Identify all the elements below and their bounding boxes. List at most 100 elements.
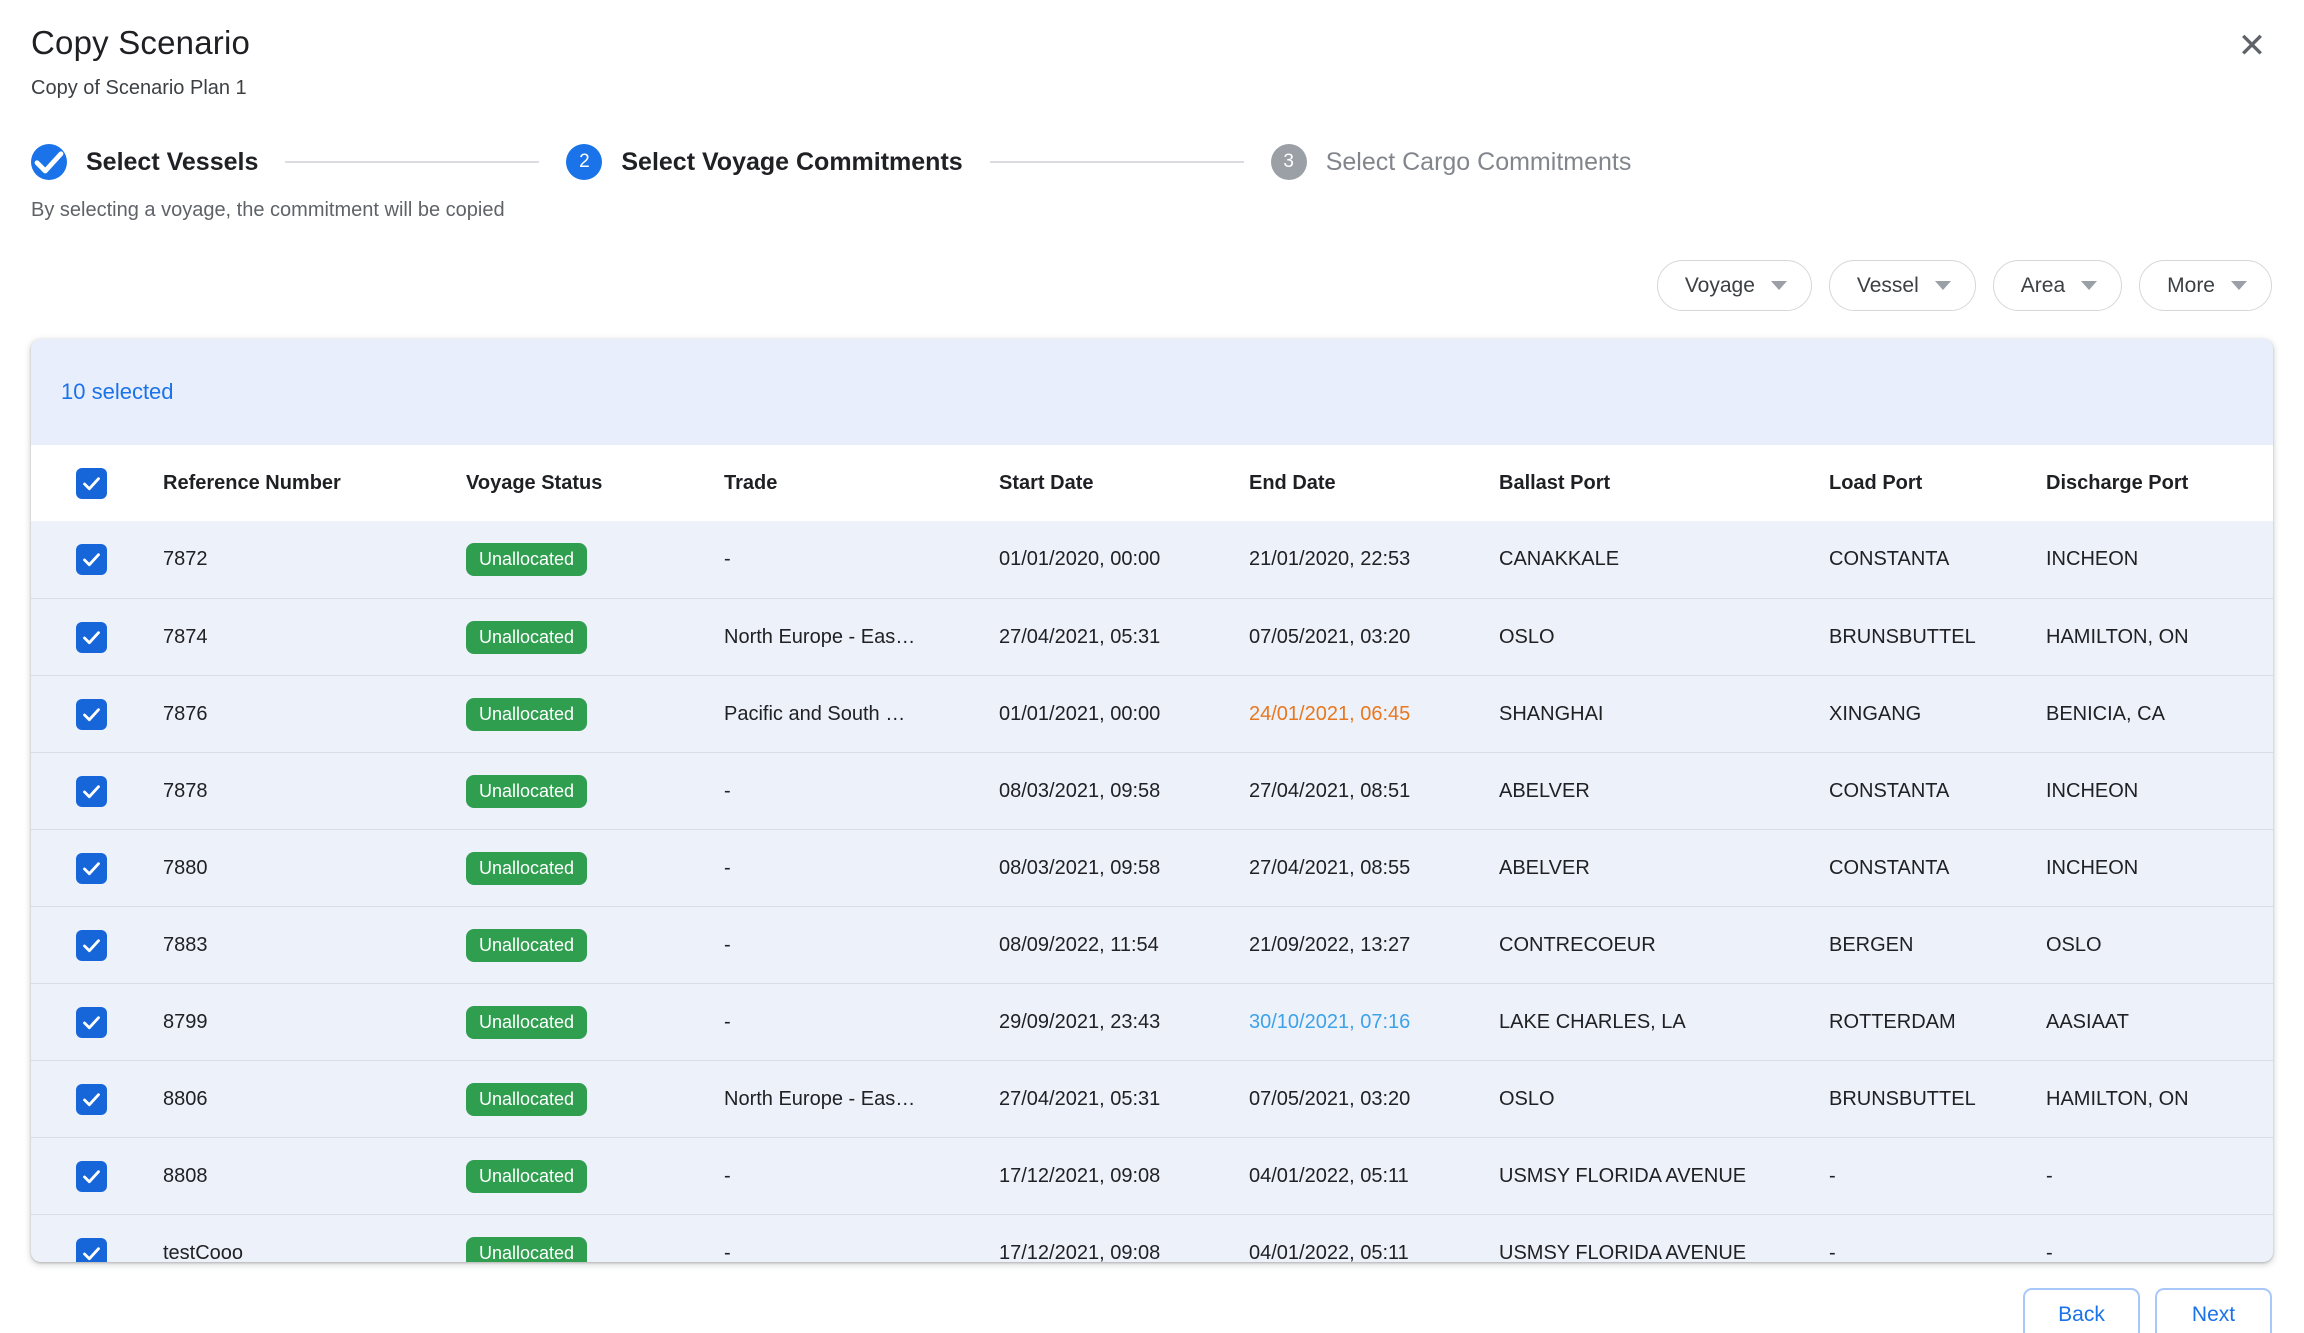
end-cell: 30/10/2021, 07:16 (1249, 1011, 1499, 1034)
next-button[interactable]: Next (2155, 1288, 2272, 1333)
select-all-checkbox[interactable] (76, 468, 107, 499)
filter-label: More (2167, 274, 2215, 298)
load-cell: XINGANG (1829, 703, 2046, 726)
column-header: Load Port (1829, 472, 2046, 495)
table-header-row: Reference NumberVoyage StatusTradeStart … (31, 445, 2273, 521)
row-checkbox[interactable] (76, 1161, 107, 1192)
page-subtitle: Copy of Scenario Plan 1 (31, 77, 2272, 100)
ballast-cell: ABELVER (1499, 857, 1829, 880)
row-checkbox-cell (31, 1161, 163, 1192)
column-header: Reference Number (163, 472, 466, 495)
row-checkbox[interactable] (76, 544, 107, 575)
check-icon (31, 144, 67, 180)
discharge-cell: HAMILTON, ON (2046, 626, 2273, 649)
reference-cell: 7876 (163, 703, 466, 726)
selected-count: 10 selected (61, 379, 174, 405)
discharge-cell: INCHEON (2046, 780, 2273, 803)
discharge-cell: HAMILTON, ON (2046, 1088, 2273, 1111)
discharge-cell: AASIAAT (2046, 1011, 2273, 1034)
trade-cell: - (724, 780, 999, 803)
row-checkbox-cell (31, 699, 163, 730)
column-header: Discharge Port (2046, 472, 2273, 495)
row-checkbox[interactable] (76, 699, 107, 730)
filter-voyage-button[interactable]: Voyage (1657, 260, 1812, 311)
status-cell: Unallocated (466, 775, 724, 808)
end-cell: 24/01/2021, 06:45 (1249, 703, 1499, 726)
trade-cell: - (724, 548, 999, 571)
filter-vessel-button[interactable]: Vessel (1829, 260, 1976, 311)
load-cell: CONSTANTA (1829, 857, 2046, 880)
status-badge: Unallocated (466, 1237, 587, 1263)
step-select-voyage-commitments[interactable]: 2 Select Voyage Commitments (566, 144, 962, 180)
reference-cell: 7874 (163, 626, 466, 649)
status-badge: Unallocated (466, 852, 587, 885)
end-cell: 04/01/2022, 05:11 (1249, 1165, 1499, 1188)
step-number-circle: 2 (566, 144, 602, 180)
table-row: 7874UnallocatedNorth Europe - Eas…27/04/… (31, 598, 2273, 675)
end-cell: 04/01/2022, 05:11 (1249, 1242, 1499, 1263)
row-checkbox[interactable] (76, 1007, 107, 1038)
reference-cell: 7880 (163, 857, 466, 880)
row-checkbox-cell (31, 544, 163, 575)
back-button[interactable]: Back (2023, 1288, 2140, 1333)
start-cell: 27/04/2021, 05:31 (999, 626, 1249, 649)
end-cell: 21/09/2022, 13:27 (1249, 934, 1499, 957)
reference-cell: 8808 (163, 1165, 466, 1188)
row-checkbox[interactable] (76, 930, 107, 961)
ballast-cell: OSLO (1499, 626, 1829, 649)
table-row: 7883Unallocated-08/09/2022, 11:5421/09/2… (31, 906, 2273, 983)
start-cell: 17/12/2021, 09:08 (999, 1165, 1249, 1188)
stepper: Select Vessels 2 Select Voyage Commitments… (31, 144, 2273, 180)
row-checkbox[interactable] (76, 622, 107, 653)
table-row: 8808Unallocated-17/12/2021, 09:0804/01/2… (31, 1137, 2273, 1214)
row-checkbox[interactable] (76, 853, 107, 884)
ballast-cell: ABELVER (1499, 780, 1829, 803)
chevron-down-icon (2081, 281, 2097, 290)
reference-cell: 7878 (163, 780, 466, 803)
status-badge: Unallocated (466, 621, 587, 654)
row-checkbox-cell (31, 930, 163, 961)
dialog-header: Copy Scenario Copy of Scenario Plan 1 ✕ (0, 0, 2304, 100)
load-cell: BERGEN (1829, 934, 2046, 957)
row-checkbox[interactable] (76, 1084, 107, 1115)
start-cell: 01/01/2021, 00:00 (999, 703, 1249, 726)
discharge-cell: - (2046, 1165, 2273, 1188)
table-row: testCoooUnallocated-17/12/2021, 09:0804/… (31, 1214, 2273, 1262)
filter-area-button[interactable]: Area (1993, 260, 2122, 311)
start-cell: 01/01/2020, 00:00 (999, 548, 1249, 571)
close-button[interactable]: ✕ (2228, 22, 2276, 70)
check-icon (81, 1089, 102, 1110)
row-checkbox[interactable] (76, 1238, 107, 1263)
step-select-cargo-commitments[interactable]: 3Select Cargo Commitments (1271, 144, 1632, 180)
table-row: 7876UnallocatedPacific and South …01/01/… (31, 675, 2273, 752)
load-cell: BRUNSBUTTEL (1829, 1088, 2046, 1111)
filter-label: Area (2021, 274, 2065, 298)
check-icon (81, 781, 102, 802)
filter-label: Voyage (1685, 274, 1755, 298)
row-checkbox[interactable] (76, 776, 107, 807)
step-select-vessels[interactable]: Select Vessels (31, 144, 258, 180)
reference-cell: 7872 (163, 548, 466, 571)
status-cell: Unallocated (466, 543, 724, 576)
ballast-cell: OSLO (1499, 1088, 1829, 1111)
step-number: 2 (579, 151, 590, 173)
status-badge: Unallocated (466, 543, 587, 576)
table-row: 7878Unallocated-08/03/2021, 09:5827/04/2… (31, 752, 2273, 829)
trade-cell: Pacific and South … (724, 703, 999, 726)
step-label: Select Voyage Commitments (621, 148, 962, 177)
check-icon (81, 627, 102, 648)
step-check-circle (31, 144, 67, 180)
status-badge: Unallocated (466, 1083, 587, 1116)
helper-text: By selecting a voyage, the commitment wi… (31, 199, 2273, 222)
ballast-cell: SHANGHAI (1499, 703, 1829, 726)
trade-cell: - (724, 1165, 999, 1188)
row-checkbox-cell (31, 853, 163, 884)
trade-cell: North Europe - Eas… (724, 1088, 999, 1111)
load-cell: BRUNSBUTTEL (1829, 626, 2046, 649)
filter-more-button[interactable]: More (2139, 260, 2272, 311)
discharge-cell: - (2046, 1242, 2273, 1263)
check-icon (81, 704, 102, 725)
start-cell: 29/09/2021, 23:43 (999, 1011, 1249, 1034)
column-header: Trade (724, 472, 999, 495)
status-badge: Unallocated (466, 1160, 587, 1193)
